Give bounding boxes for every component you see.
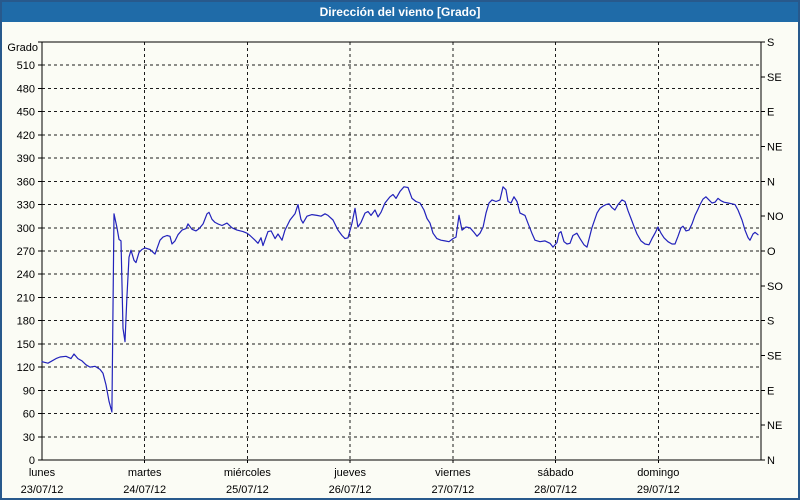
- svg-text:NO: NO: [767, 211, 784, 223]
- plot-frame: [41, 41, 762, 461]
- day-name-label: martes: [128, 467, 162, 479]
- svg-text:SE: SE: [767, 72, 782, 84]
- svg-text:N: N: [767, 455, 775, 467]
- x-axis-labels: lunes 23/07/12 martes 24/07/12 miércoles 25/0…: [21, 460, 680, 496]
- chart-title: Dirección del viento [Grado]: [2, 2, 798, 22]
- svg-text:150: 150: [17, 339, 35, 351]
- wind-direction-chart: Grado 0 30 60 90 120 150 180 210 240 270 300 330 360 3…: [7, 37, 784, 496]
- right-axis: N NE E SE S SO O NO N NE E SE S: [761, 37, 784, 467]
- left-axis: Grado 0 30 60 90 120 150 180 210 240 270 300 330 360 3…: [7, 41, 42, 467]
- svg-text:O: O: [767, 246, 776, 258]
- svg-text:480: 480: [17, 83, 35, 95]
- svg-text:510: 510: [17, 60, 35, 72]
- svg-text:S: S: [767, 316, 774, 328]
- svg-text:300: 300: [17, 223, 35, 235]
- svg-text:330: 330: [17, 200, 35, 212]
- day-name-label: sábado: [538, 467, 574, 479]
- day-name-label: viernes: [435, 467, 471, 479]
- svg-text:180: 180: [17, 316, 35, 328]
- day-date-label: 28/07/12: [534, 484, 577, 496]
- svg-text:NE: NE: [767, 142, 782, 154]
- day-date-label: 23/07/12: [21, 484, 64, 496]
- series-group: [41, 186, 759, 413]
- svg-text:90: 90: [23, 385, 35, 397]
- svg-text:N: N: [767, 176, 775, 188]
- svg-text:SE: SE: [767, 351, 782, 363]
- day-date-label: 25/07/12: [226, 484, 269, 496]
- day-date-label: 26/07/12: [329, 484, 372, 496]
- day-name-label: domingo: [637, 467, 679, 479]
- svg-text:240: 240: [17, 269, 35, 281]
- y-axis-title: Grado: [7, 42, 38, 54]
- svg-text:390: 390: [17, 153, 35, 165]
- day-date-label: 27/07/12: [431, 484, 474, 496]
- day-name-label: jueves: [333, 467, 366, 479]
- svg-text:30: 30: [23, 432, 35, 444]
- svg-text:210: 210: [17, 292, 35, 304]
- svg-text:0: 0: [29, 455, 35, 467]
- svg-text:S: S: [767, 37, 774, 49]
- day-date-label: 29/07/12: [637, 484, 680, 496]
- svg-text:120: 120: [17, 362, 35, 374]
- svg-text:E: E: [767, 107, 774, 119]
- day-name-label: lunes: [29, 467, 56, 479]
- chart-area: Grado 0 30 60 90 120 150 180 210 240 270 300 330 360 3…: [2, 22, 798, 498]
- svg-text:SO: SO: [767, 281, 783, 293]
- day-name-label: miércoles: [224, 467, 272, 479]
- svg-text:60: 60: [23, 409, 35, 421]
- svg-text:E: E: [767, 385, 774, 397]
- wind-direction-line: [41, 186, 759, 413]
- gridlines: [42, 42, 761, 460]
- svg-text:360: 360: [17, 176, 35, 188]
- svg-text:270: 270: [17, 246, 35, 258]
- svg-text:420: 420: [17, 130, 35, 142]
- svg-text:NE: NE: [767, 420, 782, 432]
- svg-text:450: 450: [17, 107, 35, 119]
- day-date-label: 24/07/12: [123, 484, 166, 496]
